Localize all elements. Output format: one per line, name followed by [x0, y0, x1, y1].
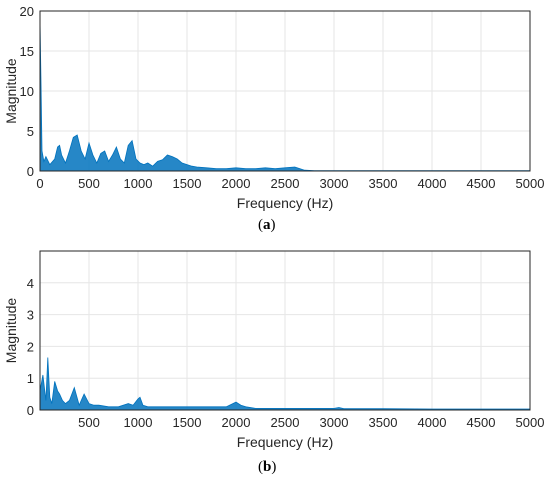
x-tick-label: 4500	[467, 415, 496, 430]
x-tick-label: 3000	[320, 176, 349, 191]
x-tick-label: 3500	[369, 176, 398, 191]
caption-b: (b)	[258, 459, 277, 475]
y-tick-label: 15	[20, 44, 34, 59]
x-tick-label: 4000	[418, 176, 447, 191]
x-tick-label: 500	[78, 415, 100, 430]
x-tick-label: 2500	[271, 176, 300, 191]
axes-box-b	[39, 250, 531, 411]
x-tick-label: 2500	[271, 415, 300, 430]
series-area-b	[39, 357, 531, 411]
x-tick-label: 1500	[173, 415, 202, 430]
x-axis-label: Frequency (Hz)	[237, 434, 333, 450]
x-tick-label: 0	[36, 176, 43, 191]
x-tick-label: 1000	[124, 176, 153, 191]
y-tick-label: 0	[27, 403, 34, 418]
y-axis-label: Magnitude	[3, 58, 19, 124]
x-tick-label: 500	[78, 176, 100, 191]
y-tick-label: 20	[20, 4, 34, 19]
x-tick-label: 3000	[320, 415, 349, 430]
x-tick-label: 3500	[369, 415, 398, 430]
axes-box-a	[39, 10, 531, 172]
caption-a: (a)	[258, 217, 276, 233]
x-tick-label: 4500	[467, 176, 496, 191]
y-tick-label: 4	[27, 276, 34, 291]
y-axis-label: Magnitude	[3, 298, 19, 364]
y-tick-label: 3	[27, 308, 34, 323]
x-tick-label: 2000	[222, 176, 251, 191]
y-tick-label: 5	[27, 124, 34, 139]
x-axis-label: Frequency (Hz)	[237, 195, 333, 211]
y-tick-label: 1	[27, 371, 34, 386]
x-tick-label: 1500	[173, 176, 202, 191]
y-tick-label: 2	[27, 339, 34, 354]
x-tick-label: 1000	[124, 415, 153, 430]
y-tick-label: 0	[27, 164, 34, 179]
series-area-a	[39, 18, 531, 172]
x-tick-label: 5000	[516, 176, 545, 191]
x-tick-label: 2000	[222, 415, 251, 430]
x-tick-label: 4000	[418, 415, 447, 430]
x-tick-label: 5000	[516, 415, 545, 430]
y-tick-label: 10	[20, 84, 34, 99]
